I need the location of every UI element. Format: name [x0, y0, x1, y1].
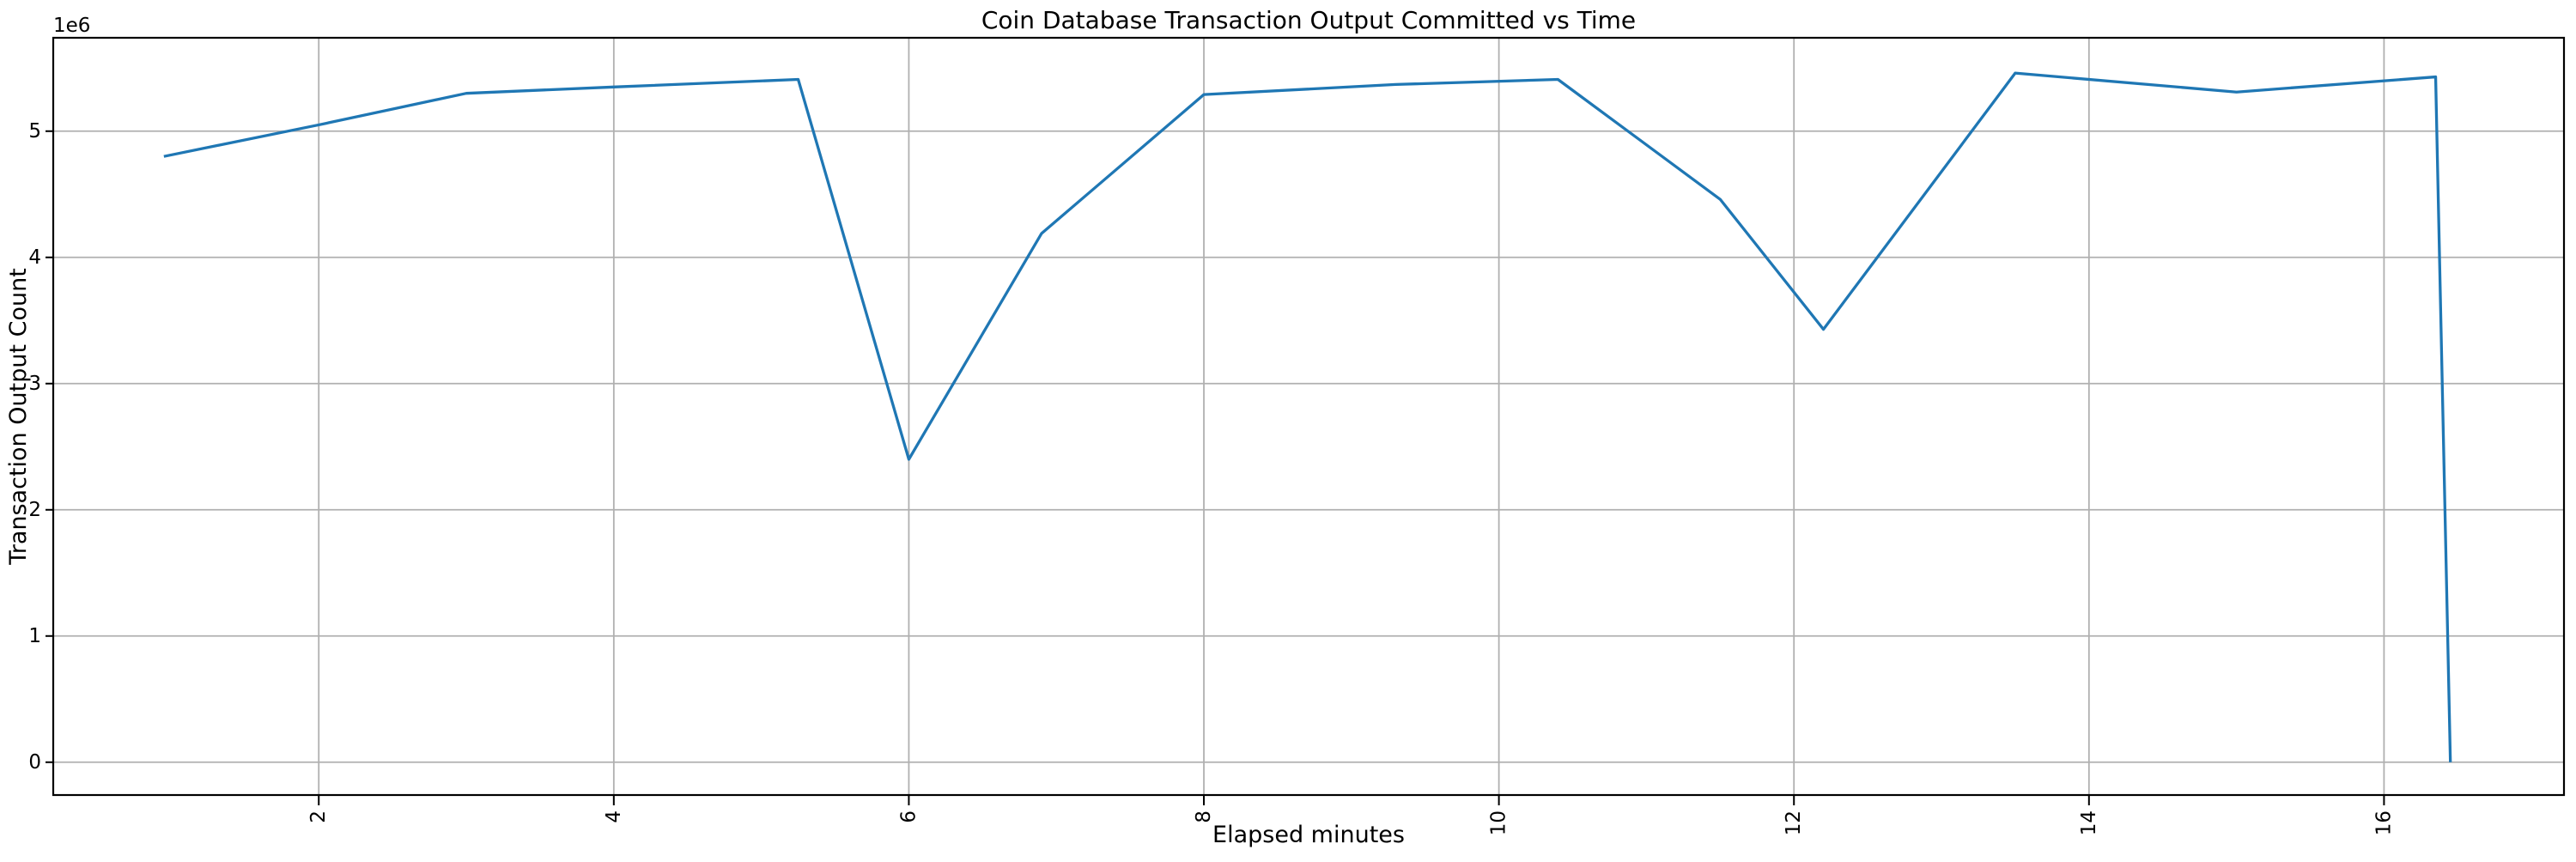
plot-border: [52, 36, 2566, 797]
y-tick-label: 4: [28, 246, 41, 269]
x-axis-label: Elapsed minutes: [1212, 822, 1405, 848]
x-tick-label: 16: [2372, 810, 2395, 835]
x-tick-label: 12: [1783, 810, 1805, 835]
x-tick-label: 6: [897, 810, 920, 823]
x-tick-label: 10: [1488, 810, 1510, 835]
y-tick-label: 2: [28, 499, 41, 521]
x-axis-tick-labels: 2 4 6 8 10 12 14 16: [307, 810, 2395, 835]
y-axis-offset-label: 1e6: [53, 15, 90, 37]
tick-marks: [46, 130, 2385, 805]
x-tick-label: 2: [307, 810, 330, 823]
x-tick-label: 8: [1193, 810, 1215, 823]
x-tick-label: 4: [603, 810, 625, 823]
plot-background: [53, 38, 2564, 795]
y-tick-label: 5: [28, 120, 41, 143]
y-tick-label: 3: [28, 373, 41, 395]
y-axis-tick-labels: 0 1 2 3 4 5: [28, 120, 41, 774]
y-tick-label: 1: [28, 625, 41, 647]
series-line: [163, 71, 2452, 762]
chart-title: Coin Database Transaction Output Committ…: [981, 6, 1636, 34]
y-axis-label: Transaction Output Count: [5, 268, 32, 566]
x-tick-label: 14: [2078, 810, 2100, 835]
gridlines: [53, 38, 2564, 795]
y-tick-label: 0: [28, 751, 41, 774]
